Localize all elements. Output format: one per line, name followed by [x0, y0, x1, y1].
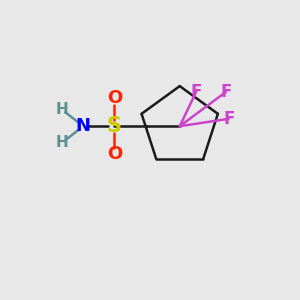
Text: O: O	[107, 146, 122, 164]
Text: N: N	[76, 117, 91, 135]
Text: F: F	[190, 83, 202, 101]
Text: S: S	[107, 116, 122, 136]
Text: H: H	[56, 102, 69, 117]
Text: H: H	[56, 135, 69, 150]
Text: F: F	[220, 83, 232, 101]
Text: O: O	[107, 89, 122, 107]
Text: F: F	[223, 110, 235, 128]
